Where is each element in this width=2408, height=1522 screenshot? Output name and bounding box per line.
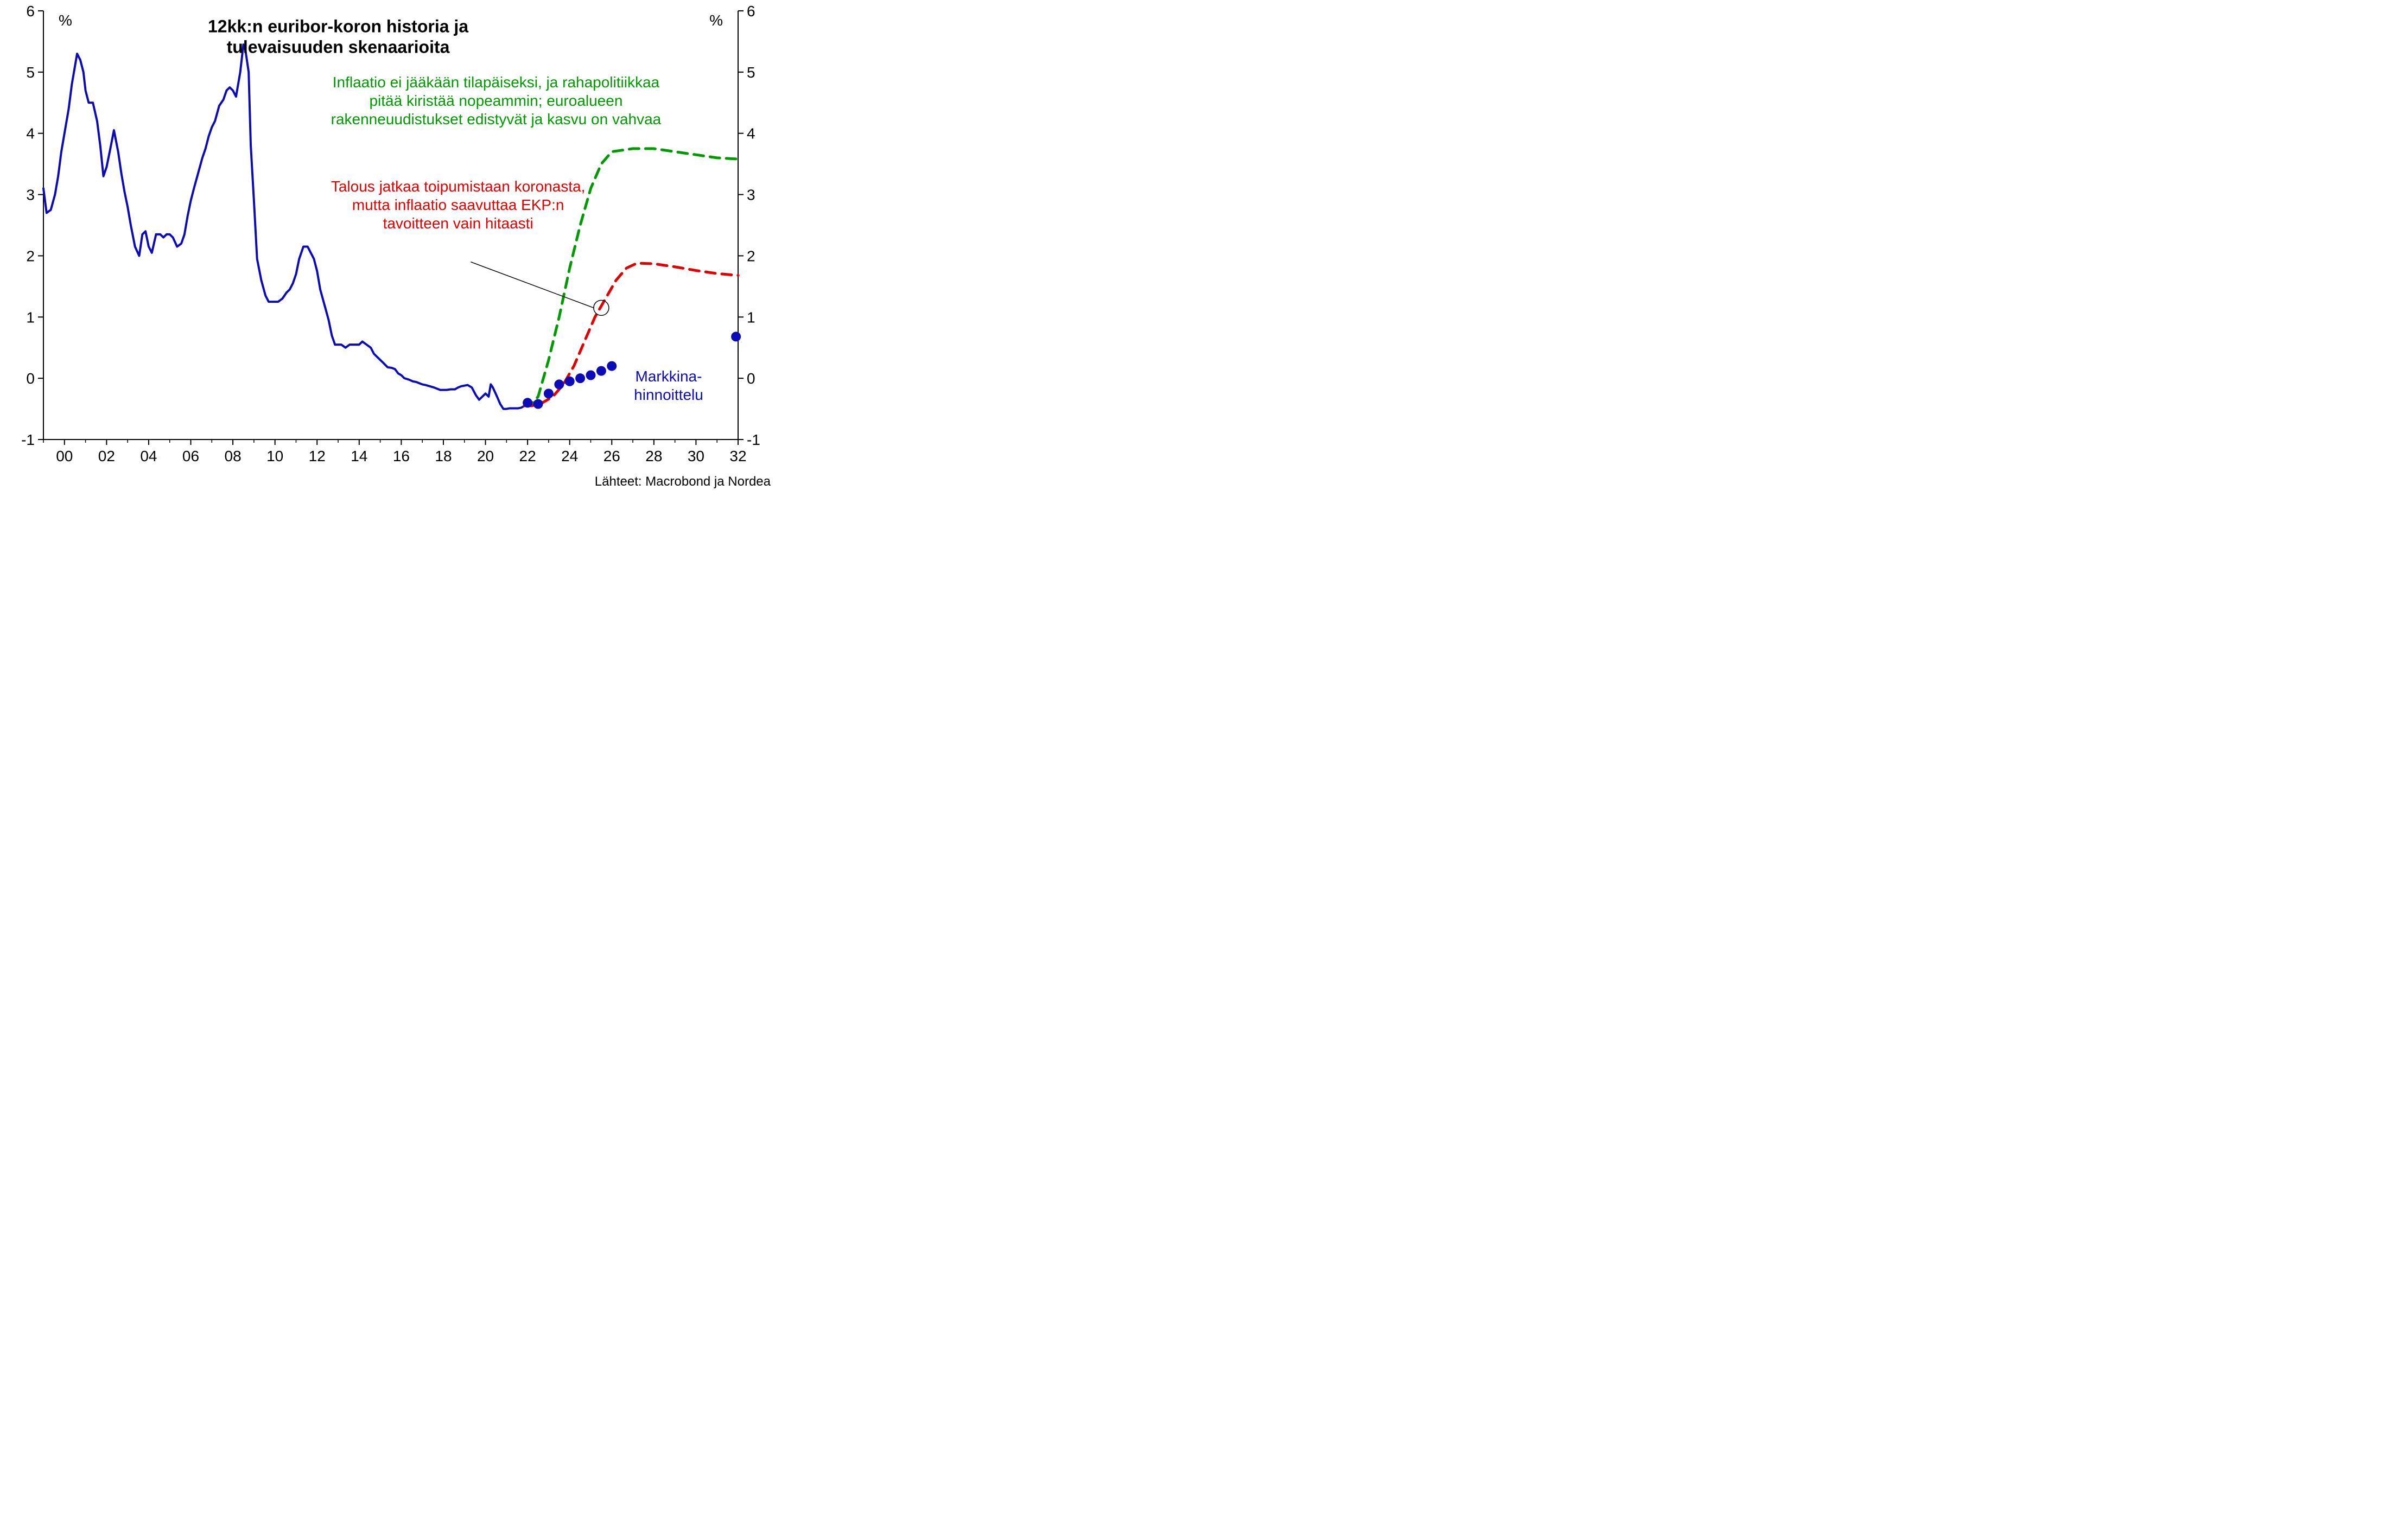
market-pricing-label-2: hinnoittelu (634, 386, 703, 403)
market-pricing-dot (586, 371, 595, 380)
x-tick-label: 08 (225, 448, 242, 464)
y-tick-label-right: 5 (747, 64, 755, 81)
x-tick-label: 10 (266, 448, 283, 464)
x-tick-label: 30 (688, 448, 704, 464)
green-annotation-1: Inflaatio ei jääkään tilapäiseksi, ja ra… (333, 74, 660, 91)
y-tick-label-left: 5 (26, 64, 35, 81)
y-tick-label-right: 1 (747, 309, 755, 326)
unit-label-right: % (709, 12, 723, 29)
x-tick-label: 06 (182, 448, 199, 464)
x-tick-label: 16 (393, 448, 410, 464)
market-pricing-dot (731, 332, 741, 341)
euribor-chart: -1-100112233445566%%00020406081012141618… (0, 0, 782, 494)
y-tick-label-right: 4 (747, 125, 755, 142)
market-pricing-dot (575, 373, 585, 383)
x-tick-label: 00 (56, 448, 73, 464)
x-tick-label: 14 (351, 448, 367, 464)
market-pricing-dot (544, 389, 554, 398)
unit-label-left: % (59, 12, 72, 29)
market-pricing-dot (533, 399, 543, 409)
x-tick-label: 04 (140, 448, 157, 464)
market-pricing-dot (607, 361, 617, 371)
y-tick-label-right: 2 (747, 247, 755, 264)
y-tick-label-left: 4 (26, 125, 35, 142)
y-tick-label-left: 6 (26, 3, 35, 20)
x-tick-label: 02 (98, 448, 115, 464)
x-tick-label: 26 (603, 448, 620, 464)
x-tick-label: 18 (435, 448, 452, 464)
red-annotation-1: Talous jatkaa toipumistaan koronasta, (331, 178, 586, 195)
market-pricing-dot (523, 398, 532, 407)
x-tick-label: 20 (477, 448, 494, 464)
market-pricing-label-1: Markkina- (636, 368, 702, 385)
y-tick-label-right: 6 (747, 3, 755, 20)
x-tick-label: 24 (561, 448, 578, 464)
chart-svg: -1-100112233445566%%00020406081012141618… (0, 0, 782, 494)
y-tick-label-left: 1 (26, 309, 35, 326)
y-tick-label-left: 0 (26, 370, 35, 387)
y-tick-label-left: 2 (26, 247, 35, 264)
y-tick-label-right: 3 (747, 187, 755, 203)
y-tick-label-left: -1 (21, 431, 35, 448)
x-tick-label: 22 (519, 448, 536, 464)
chart-title-line2: tulevaisuuden skenaarioita (227, 37, 450, 57)
market-pricing-dot (565, 377, 575, 386)
green-annotation-3: rakenneuudistukset edistyvät ja kasvu on… (331, 111, 662, 128)
y-tick-label-right: 0 (747, 370, 755, 387)
x-tick-label: 32 (729, 448, 746, 464)
red-annotation-2: mutta inflaatio saavuttaa EKP:n (352, 196, 564, 213)
green-annotation-2: pitää kiristää nopeammin; euroalueen (369, 92, 622, 109)
y-tick-label-left: 3 (26, 187, 35, 203)
chart-source: Lähteet: Macrobond ja Nordea (595, 474, 771, 489)
red-annotation-3: tavoitteen vain hitaasti (383, 215, 533, 232)
market-pricing-dot (596, 366, 606, 376)
market-pricing-dot (554, 379, 564, 389)
red-callout-line (471, 262, 593, 308)
y-tick-label-right: -1 (747, 431, 760, 448)
chart-title-line1: 12kk:n euribor-koron historia ja (208, 17, 468, 36)
x-tick-label: 12 (309, 448, 326, 464)
x-tick-label: 28 (645, 448, 662, 464)
